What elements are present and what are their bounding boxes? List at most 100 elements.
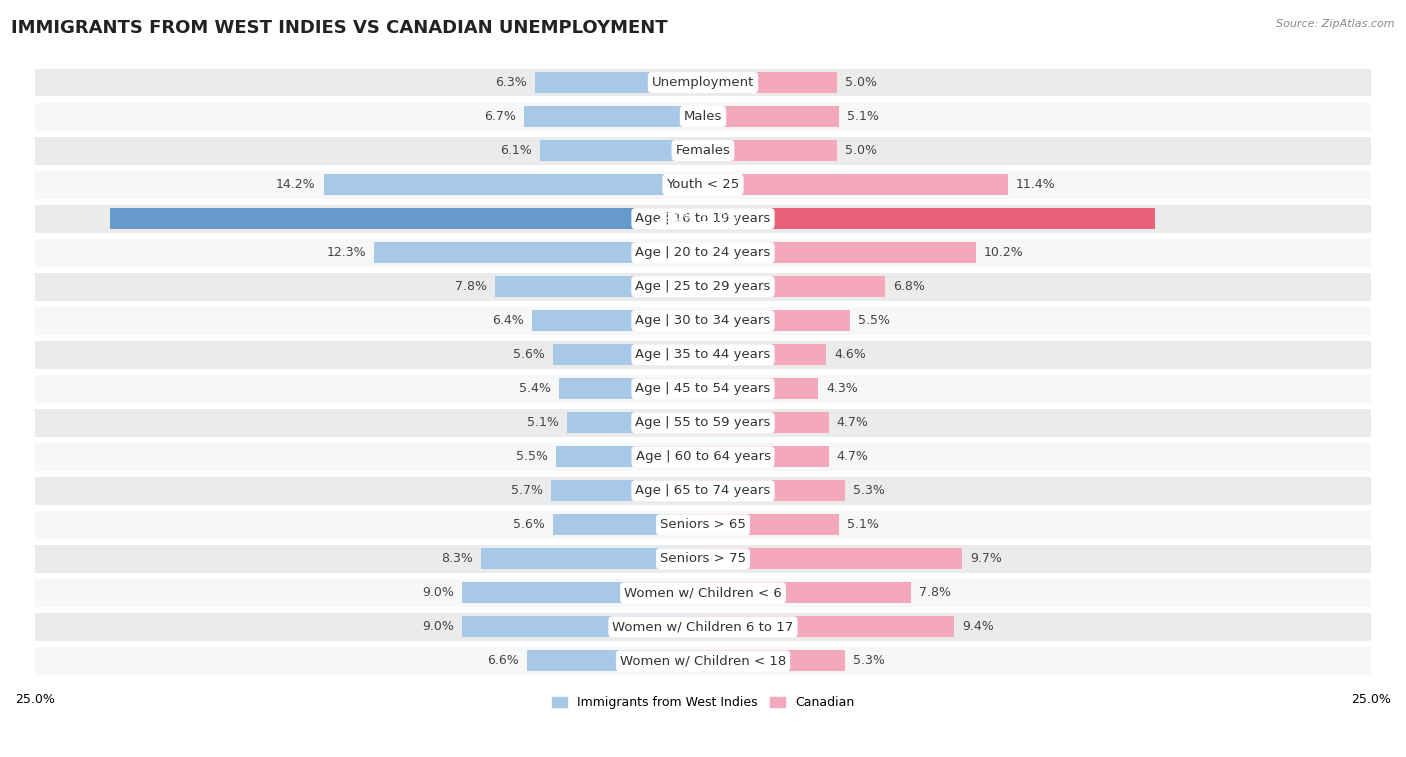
Text: Seniors > 75: Seniors > 75 (659, 553, 747, 565)
Text: 6.6%: 6.6% (486, 654, 519, 668)
Text: Source: ZipAtlas.com: Source: ZipAtlas.com (1277, 19, 1395, 29)
Bar (481, 548, 703, 569)
Bar (495, 276, 703, 298)
Text: 5.1%: 5.1% (848, 110, 879, 123)
Bar (35, 273, 1371, 301)
Bar (35, 375, 1371, 403)
Bar (703, 446, 828, 467)
Text: 5.1%: 5.1% (848, 519, 879, 531)
Bar (35, 613, 1371, 641)
Bar (35, 579, 1371, 607)
Bar (35, 204, 1371, 232)
Text: 9.7%: 9.7% (970, 553, 1002, 565)
Text: 9.4%: 9.4% (962, 621, 994, 634)
Text: 5.3%: 5.3% (852, 484, 884, 497)
Bar (558, 378, 703, 399)
Bar (35, 238, 1371, 266)
Text: 9.0%: 9.0% (423, 587, 454, 600)
Text: Age | 45 to 54 years: Age | 45 to 54 years (636, 382, 770, 395)
Legend: Immigrants from West Indies, Canadian: Immigrants from West Indies, Canadian (547, 691, 859, 714)
Bar (703, 106, 839, 127)
Text: 6.7%: 6.7% (484, 110, 516, 123)
Text: Age | 60 to 64 years: Age | 60 to 64 years (636, 450, 770, 463)
Text: 12.3%: 12.3% (326, 246, 367, 259)
Bar (703, 310, 851, 332)
Text: 22.2%: 22.2% (655, 212, 695, 225)
Text: Unemployment: Unemployment (652, 76, 754, 89)
Bar (703, 413, 828, 433)
Bar (703, 378, 818, 399)
Text: 11.4%: 11.4% (1015, 178, 1056, 191)
Bar (35, 69, 1371, 96)
Bar (35, 341, 1371, 369)
Bar (703, 72, 837, 93)
Bar (35, 443, 1371, 471)
Text: Age | 20 to 24 years: Age | 20 to 24 years (636, 246, 770, 259)
Bar (703, 548, 962, 569)
Bar (524, 106, 703, 127)
Bar (110, 208, 703, 229)
Bar (463, 582, 703, 603)
Text: 5.0%: 5.0% (845, 76, 876, 89)
Text: 6.8%: 6.8% (893, 280, 925, 293)
Text: 7.8%: 7.8% (920, 587, 952, 600)
Bar (703, 480, 845, 501)
Bar (35, 647, 1371, 674)
Text: Age | 16 to 19 years: Age | 16 to 19 years (636, 212, 770, 225)
Text: 5.5%: 5.5% (858, 314, 890, 327)
Bar (323, 174, 703, 195)
Bar (703, 616, 955, 637)
Text: 5.3%: 5.3% (852, 654, 884, 668)
Text: IMMIGRANTS FROM WEST INDIES VS CANADIAN UNEMPLOYMENT: IMMIGRANTS FROM WEST INDIES VS CANADIAN … (11, 19, 668, 37)
Text: Women w/ Children < 6: Women w/ Children < 6 (624, 587, 782, 600)
Bar (554, 514, 703, 535)
Bar (463, 616, 703, 637)
Bar (531, 310, 703, 332)
Text: Age | 25 to 29 years: Age | 25 to 29 years (636, 280, 770, 293)
Bar (703, 344, 825, 365)
Text: 5.7%: 5.7% (510, 484, 543, 497)
Text: 7.8%: 7.8% (454, 280, 486, 293)
Bar (703, 174, 1008, 195)
Bar (703, 208, 1154, 229)
Bar (567, 413, 703, 433)
Bar (527, 650, 703, 671)
Text: 10.2%: 10.2% (984, 246, 1024, 259)
Text: 5.6%: 5.6% (513, 348, 546, 361)
Text: 5.1%: 5.1% (527, 416, 558, 429)
Bar (703, 650, 845, 671)
Text: 5.0%: 5.0% (845, 144, 876, 157)
Text: Age | 65 to 74 years: Age | 65 to 74 years (636, 484, 770, 497)
Text: 9.0%: 9.0% (423, 621, 454, 634)
Text: Age | 35 to 44 years: Age | 35 to 44 years (636, 348, 770, 361)
Text: 14.2%: 14.2% (276, 178, 315, 191)
Text: 4.7%: 4.7% (837, 416, 869, 429)
Text: 6.4%: 6.4% (492, 314, 524, 327)
Text: 6.3%: 6.3% (495, 76, 527, 89)
Text: Females: Females (675, 144, 731, 157)
Bar (555, 446, 703, 467)
Text: 8.3%: 8.3% (441, 553, 474, 565)
Text: 5.5%: 5.5% (516, 450, 548, 463)
Bar (35, 307, 1371, 335)
Bar (540, 140, 703, 161)
Text: 4.7%: 4.7% (837, 450, 869, 463)
Bar (703, 582, 911, 603)
Bar (703, 242, 976, 263)
Bar (35, 136, 1371, 164)
Bar (35, 545, 1371, 573)
Text: 6.1%: 6.1% (501, 144, 531, 157)
Text: Women w/ Children 6 to 17: Women w/ Children 6 to 17 (613, 621, 793, 634)
Text: Males: Males (683, 110, 723, 123)
Text: Women w/ Children < 18: Women w/ Children < 18 (620, 654, 786, 668)
Text: Age | 30 to 34 years: Age | 30 to 34 years (636, 314, 770, 327)
Bar (703, 514, 839, 535)
Bar (534, 72, 703, 93)
Text: 4.3%: 4.3% (825, 382, 858, 395)
Bar (554, 344, 703, 365)
Bar (35, 170, 1371, 198)
Text: Youth < 25: Youth < 25 (666, 178, 740, 191)
Bar (374, 242, 703, 263)
Bar (703, 276, 884, 298)
Bar (551, 480, 703, 501)
